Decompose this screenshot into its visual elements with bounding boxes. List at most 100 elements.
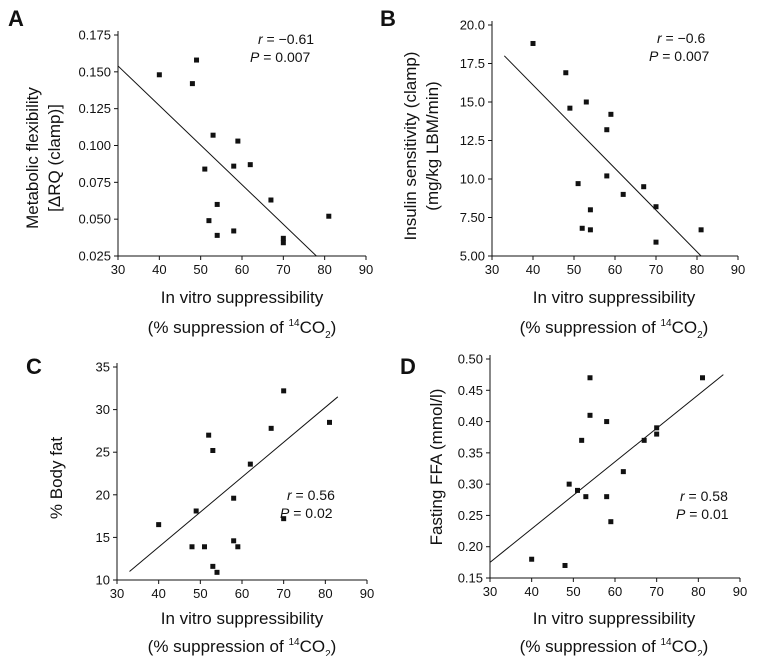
y-axis-label-a-line1: Metabolic flexibility	[23, 87, 42, 229]
y-tick-label-a: 0.125	[78, 101, 111, 116]
x-tick-label-d: 40	[524, 584, 538, 599]
x-tick-label-b: 50	[567, 262, 581, 277]
panel-c: C % Body fat 30 40 50 60 70 80 90 10 15 20 25 30 35…	[26, 354, 374, 660]
data-point-a	[156, 72, 162, 78]
data-point-a	[280, 235, 286, 241]
x-axis-label-c-line1: In vitro suppressibility	[161, 609, 324, 628]
x-tick-label-c: 80	[318, 586, 332, 601]
y-axis-label-b-line1: Insulin sensitivity (clamp)	[401, 52, 420, 241]
y-tick-label-b: 5.00	[460, 249, 485, 264]
data-point-c	[231, 538, 237, 544]
x-tick-label-d: 70	[649, 584, 663, 599]
data-point-d	[529, 556, 535, 562]
regression-line-a	[117, 65, 317, 257]
data-point-b	[608, 111, 614, 117]
data-point-a	[202, 166, 208, 172]
x-tick-label-a: 80	[317, 262, 331, 277]
data-point-b	[583, 99, 589, 105]
p-annotation-c: P = 0.02	[280, 505, 333, 521]
r-annotation-c: r = 0.56	[287, 487, 335, 503]
data-point-a	[231, 228, 237, 234]
data-point-b	[587, 227, 593, 233]
y-tick-label-a: 0.025	[78, 249, 111, 264]
y-tick-label-a: 0.050	[78, 212, 111, 227]
y-tick-label-b: 10.0	[460, 172, 485, 187]
data-point-b	[604, 127, 610, 133]
data-point-a	[189, 81, 195, 87]
r-annotation-a: r = −0.61	[258, 31, 314, 47]
regression-line-b	[503, 55, 702, 257]
panel-b: B Insulin sensitivity (clamp) (mg/kg LBM…	[380, 6, 745, 341]
data-point-c	[327, 419, 332, 425]
p-annotation-d: P = 0.01	[676, 506, 729, 522]
data-point-d	[575, 487, 580, 493]
x-tick-label-b: 80	[690, 262, 704, 277]
data-point-a	[194, 57, 200, 63]
y-tick-label-d: 0.25	[458, 508, 483, 523]
y-tick-label-c: 10	[96, 573, 110, 588]
data-point-b	[563, 70, 569, 76]
x-axis-label-b-line1: In vitro suppressibility	[533, 288, 696, 307]
panel-d: D Fasting FFA (mmol/l) 30 40 50 60 70 80 90 0.…	[400, 352, 747, 661]
y-ticks-c: 10 15 20 25 30 35	[96, 360, 117, 588]
data-point-c	[206, 432, 212, 438]
x-axis-label-d-line1: In vitro suppressibility	[533, 609, 696, 628]
y-tick-label-b: 7.50	[460, 210, 485, 225]
data-point-b	[620, 191, 626, 197]
data-point-c	[193, 508, 199, 514]
y-tick-label-b: 12.5	[460, 133, 485, 148]
data-point-d	[587, 375, 593, 381]
data-point-d	[604, 419, 610, 425]
data-point-c	[210, 447, 216, 453]
x-tick-label-c: 60	[235, 586, 249, 601]
data-point-b	[653, 239, 659, 245]
data-point-d	[608, 519, 614, 525]
data-point-c	[231, 495, 237, 501]
regression-line-d	[489, 374, 724, 563]
x-tick-label-d: 60	[608, 584, 622, 599]
data-point-b	[567, 105, 573, 111]
panel-letter-c: C	[26, 354, 42, 379]
data-point-a	[206, 218, 212, 224]
data-point-c	[281, 516, 287, 522]
panel-letter-d: D	[400, 354, 416, 379]
data-point-b	[641, 184, 647, 190]
y-tick-label-b: 20.0	[460, 18, 485, 33]
x-axis-label-b-line2: (% suppression of 14CO2)	[520, 318, 709, 341]
y-tick-label-c: 35	[96, 360, 110, 375]
data-point-c	[247, 461, 253, 467]
x-tick-label-d: 80	[691, 584, 705, 599]
data-point-c	[156, 522, 162, 528]
x-tick-label-c: 70	[276, 586, 290, 601]
y-tick-label-c: 20	[96, 487, 110, 502]
data-point-b	[579, 225, 585, 231]
data-point-c	[268, 425, 274, 431]
y-tick-label-d: 0.50	[458, 352, 483, 367]
y-tick-label-d: 0.15	[458, 571, 483, 586]
x-ticks-d: 30 40 50 60 70 80 90	[483, 578, 747, 599]
data-point-b	[604, 173, 610, 179]
r-annotation-b: r = −0.6	[657, 30, 705, 46]
x-ticks-a: 30 40 50 60 70 80 90	[111, 256, 373, 277]
x-tick-label-a: 60	[235, 262, 249, 277]
data-point-a	[210, 132, 216, 138]
data-point-a	[235, 138, 241, 144]
data-point-c	[281, 388, 287, 394]
data-point-b	[653, 204, 659, 210]
y-tick-label-c: 25	[96, 445, 110, 460]
data-point-d	[566, 481, 572, 487]
y-tick-label-a: 0.175	[78, 28, 111, 43]
y-tick-label-c: 15	[96, 530, 110, 545]
data-point-d	[700, 375, 705, 381]
data-point-b	[698, 227, 704, 233]
data-point-d	[562, 562, 568, 568]
panel-letter-a: A	[8, 6, 24, 31]
x-tick-label-a: 40	[152, 262, 166, 277]
x-axis-label-c-line2: (% suppression of 14CO2)	[148, 637, 337, 656]
x-tick-label-a: 90	[359, 262, 373, 277]
y-tick-label-c: 30	[96, 402, 110, 417]
panel-letter-b: B	[380, 6, 396, 31]
x-tick-label-a: 50	[193, 262, 207, 277]
data-point-a	[214, 201, 220, 207]
